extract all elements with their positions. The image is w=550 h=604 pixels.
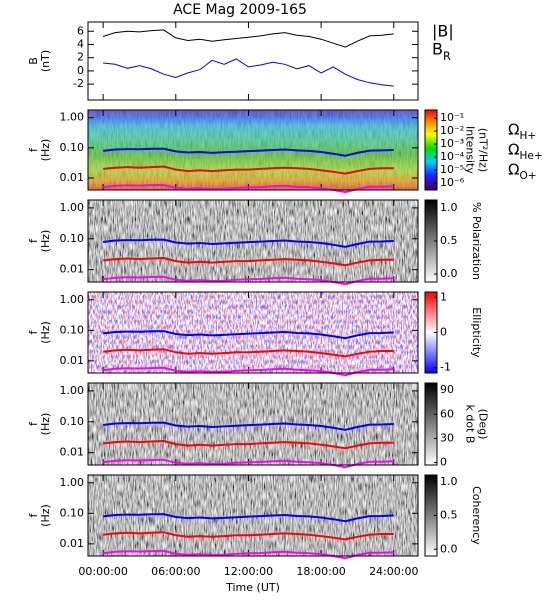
colorbar-tick-label: -1 [440, 361, 451, 374]
y-axis-label: (nT) [39, 50, 52, 72]
series-line [102, 513, 394, 523]
y-axis-label: f [27, 512, 40, 517]
colorbar-tick-label: 30 [440, 431, 454, 444]
series-line [102, 147, 394, 157]
plot-frame [87, 199, 419, 283]
colorbar-tick-label: 60 [440, 407, 454, 420]
y-tick-label: 1.00 [60, 476, 85, 489]
series-line [102, 421, 394, 431]
series-line [102, 531, 394, 541]
series-line [102, 275, 394, 286]
y-axis-label: (Hz) [39, 413, 52, 436]
legend-entry: ΩO+ [508, 161, 537, 183]
series-line [102, 238, 394, 248]
y-tick-label: 1.00 [60, 293, 85, 306]
series-line [102, 458, 394, 469]
y-tick-label: 1.00 [60, 201, 85, 214]
series-line [102, 29, 394, 48]
plot-frame [87, 109, 419, 191]
y-axis-label: f [27, 329, 40, 334]
y-tick-label: 4 [77, 37, 84, 50]
colorbar-tick-label: 90 [440, 383, 454, 396]
x-tick-label: 06:00:00 [151, 565, 200, 578]
series-line [102, 183, 394, 194]
plot-frame [87, 21, 419, 101]
y-tick-label: 0.10 [60, 141, 85, 154]
plot-frame [87, 382, 419, 466]
colorbar-tick-label: 10⁻⁵ [440, 163, 464, 176]
colorbar-label: Coherency [470, 486, 483, 545]
colorbar-tick-label: 10⁻² [440, 124, 464, 137]
x-tick-label: 00:00:00 [78, 565, 127, 578]
series-line [102, 439, 394, 450]
y-tick-label: 0.01 [60, 171, 85, 184]
colorbar-label: k dot B [464, 405, 477, 444]
colorbar-label: (nT²/Hz) [477, 128, 490, 172]
x-tick-label: 12:00:00 [224, 565, 273, 578]
series-line [103, 165, 394, 175]
series-line [102, 330, 394, 340]
colorbar-tick-label: 10⁻⁶ [440, 176, 465, 189]
colorbar-tick-label: 1.0 [440, 475, 458, 488]
legend-entry: ΩHe+ [508, 141, 543, 163]
y-axis-label: (Hz) [39, 321, 52, 344]
y-axis-label: B [27, 57, 40, 65]
series-line [102, 256, 394, 267]
y-tick-label: 1.00 [60, 384, 85, 397]
y-tick-label: 0.10 [60, 323, 85, 336]
colorbar-label: Ellipticity [470, 307, 483, 358]
colorbar [424, 382, 438, 466]
y-tick-label: -2 [73, 77, 84, 90]
colorbar-tick-label: 10⁻⁴ [440, 150, 465, 163]
legend-entry: ΩH+ [508, 121, 536, 143]
colorbar-tick-label: 1 [440, 290, 447, 303]
plot-frame [87, 291, 419, 374]
legend-entry: |B| [432, 22, 454, 41]
y-tick-label: 0.01 [60, 263, 85, 276]
colorbar-tick-label: 0.5 [440, 234, 458, 247]
y-axis-label: (Hz) [39, 139, 52, 162]
colorbar-tick-label: 10⁻¹ [440, 111, 464, 124]
y-tick-label: 0.10 [60, 415, 85, 428]
colorbar-label: (Deg) [477, 409, 490, 440]
y-axis-label: f [27, 238, 40, 243]
y-tick-label: 0.10 [60, 232, 85, 245]
colorbar-tick-label: 0.5 [440, 509, 458, 522]
x-tick-label: 18:00:00 [296, 565, 345, 578]
y-axis-label: f [27, 421, 40, 426]
colorbar [424, 109, 438, 191]
y-tick-label: 6 [77, 24, 84, 37]
y-axis-label: (Hz) [39, 504, 52, 527]
y-tick-label: 0.01 [60, 446, 85, 459]
y-axis-label: (Hz) [39, 230, 52, 253]
y-tick-label: 1.00 [60, 111, 85, 124]
x-tick-label: 24:00:00 [369, 565, 418, 578]
y-tick-label: 0.10 [60, 506, 85, 519]
plot-frame [87, 474, 419, 557]
colorbar-label: % Polarization [470, 202, 483, 280]
colorbar-tick-label: 0 [440, 326, 447, 339]
series-line [102, 348, 394, 358]
series-line [102, 366, 394, 377]
x-axis-label: Time (UT) [225, 581, 280, 594]
chart-title: ACE Mag 2009-165 [173, 2, 307, 18]
y-tick-label: 2 [77, 51, 84, 64]
colorbar-tick-label: 0.0 [440, 542, 458, 555]
colorbar-label: Intensity [464, 126, 477, 174]
y-axis-label: f [27, 147, 40, 152]
y-tick-label: 0.01 [60, 537, 85, 550]
series-line [103, 58, 394, 87]
series-line [102, 549, 394, 560]
colorbar-tick-label: 0 [440, 456, 447, 469]
colorbar-tick-label: 10⁻³ [440, 137, 464, 150]
legend-entry: BR [432, 40, 451, 63]
colorbar-tick-label: 1.0 [440, 201, 458, 214]
colorbar-tick-label: 0.0 [440, 267, 458, 280]
y-tick-label: 0.01 [60, 354, 85, 367]
y-tick-label: 0 [77, 64, 84, 77]
